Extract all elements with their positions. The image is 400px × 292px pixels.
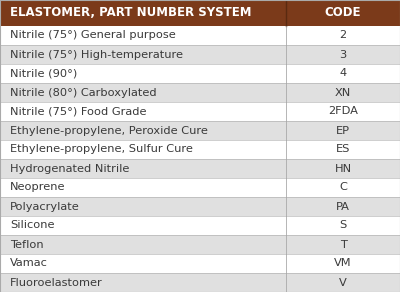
Text: ELASTOMER, PART NUMBER SYSTEM: ELASTOMER, PART NUMBER SYSTEM	[10, 6, 252, 20]
Bar	[0, 102, 400, 121]
Text: EP: EP	[336, 126, 350, 135]
Text: VM: VM	[334, 258, 352, 269]
Text: S: S	[339, 220, 347, 230]
Text: Nitrile (80°) Carboxylated: Nitrile (80°) Carboxylated	[10, 88, 157, 98]
Text: T: T	[340, 239, 346, 249]
Text: V: V	[339, 277, 347, 288]
Bar	[0, 273, 400, 292]
Text: C: C	[339, 182, 347, 192]
Text: Nitrile (75°) Food Grade: Nitrile (75°) Food Grade	[10, 107, 146, 117]
Bar	[0, 45, 400, 64]
Bar	[0, 216, 400, 235]
Text: Polyacrylate: Polyacrylate	[10, 201, 80, 211]
Text: Nitrile (75°) General purpose: Nitrile (75°) General purpose	[10, 30, 176, 41]
Text: Fluoroelastomer: Fluoroelastomer	[10, 277, 103, 288]
Bar	[0, 0, 400, 26]
Text: ES: ES	[336, 145, 350, 154]
Text: 3: 3	[339, 50, 347, 60]
Text: XN: XN	[335, 88, 351, 98]
Text: Teflon: Teflon	[10, 239, 44, 249]
Bar	[0, 64, 400, 83]
Bar	[0, 254, 400, 273]
Bar	[0, 197, 400, 216]
Bar	[0, 121, 400, 140]
Bar	[0, 235, 400, 254]
Bar	[0, 26, 400, 45]
Text: PA: PA	[336, 201, 350, 211]
Text: Ethylene-propylene, Sulfur Cure: Ethylene-propylene, Sulfur Cure	[10, 145, 193, 154]
Text: Nitrile (75°) High-temperature: Nitrile (75°) High-temperature	[10, 50, 183, 60]
Text: Hydrogenated Nitrile: Hydrogenated Nitrile	[10, 164, 129, 173]
Bar	[0, 159, 400, 178]
Bar	[0, 178, 400, 197]
Bar	[0, 140, 400, 159]
Text: 2: 2	[340, 30, 346, 41]
Text: Nitrile (90°): Nitrile (90°)	[10, 69, 77, 79]
Text: Vamac: Vamac	[10, 258, 48, 269]
Text: 4: 4	[340, 69, 346, 79]
Text: CODE: CODE	[325, 6, 361, 20]
Text: Neoprene: Neoprene	[10, 182, 66, 192]
Text: HN: HN	[334, 164, 352, 173]
Bar	[0, 83, 400, 102]
Text: 2FDA: 2FDA	[328, 107, 358, 117]
Text: Silicone: Silicone	[10, 220, 54, 230]
Text: Ethylene-propylene, Peroxide Cure: Ethylene-propylene, Peroxide Cure	[10, 126, 208, 135]
